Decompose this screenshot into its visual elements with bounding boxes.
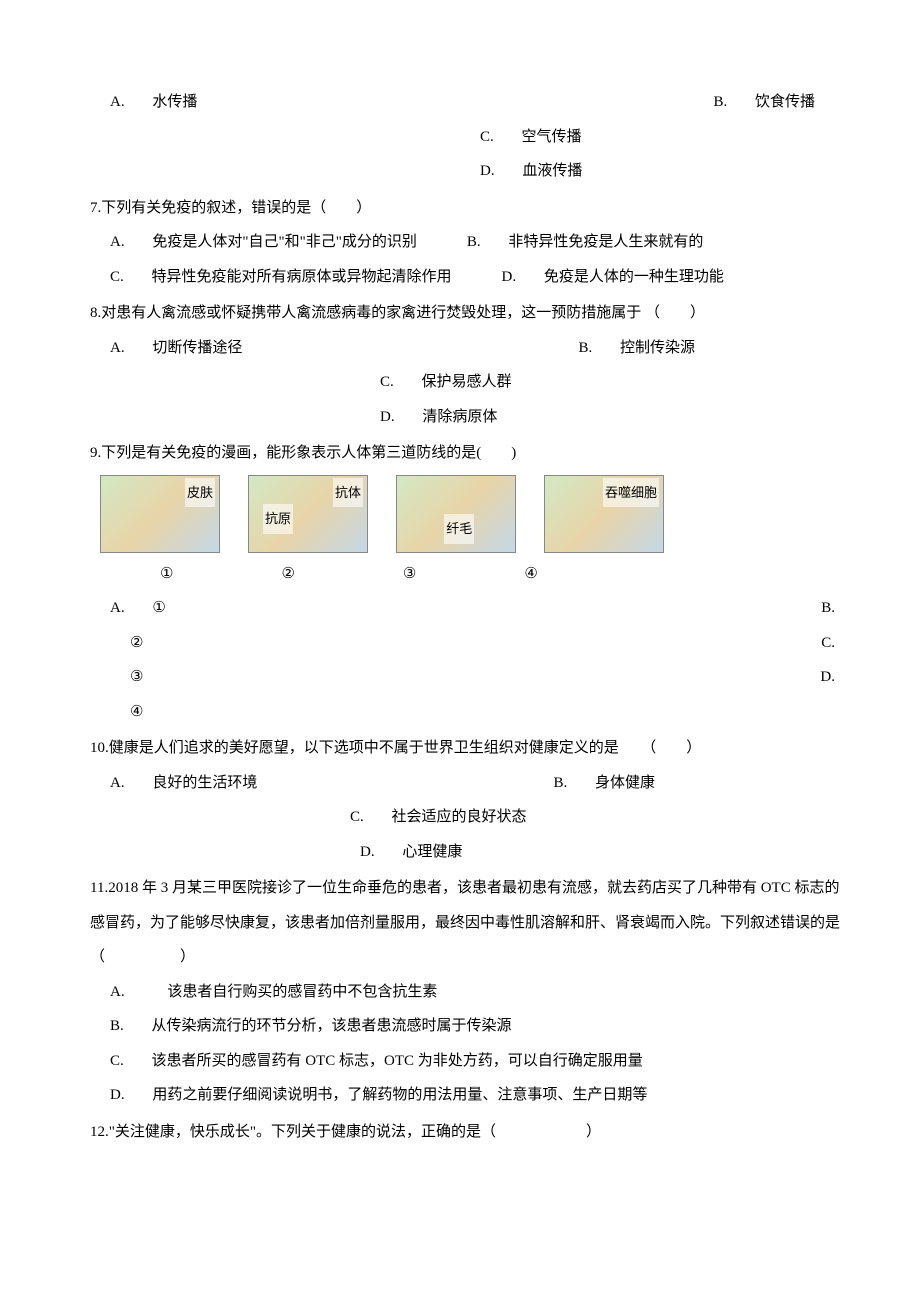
opt-text: 免疫是人体的一种生理功能 [544, 269, 724, 285]
opt-text: 饮食传播 [755, 94, 815, 110]
num-label: ③ [403, 557, 416, 592]
opt-label: C. [110, 269, 124, 285]
q10-stem: 10.健康是人们追求的美好愿望，以下选项中不属于世界卫生组织对健康定义的是 （ … [90, 731, 845, 766]
q10-opt-b[interactable]: B. 身体健康 [553, 766, 655, 801]
q9-image-1: 皮肤 [100, 475, 220, 553]
q7-row-ab: A. 免疫是人体对"自己"和"非己"成分的识别 B. 非特异性免疫是人生来就有的 [90, 225, 845, 260]
opt-label: A. [110, 984, 125, 1000]
q9-image-2: 抗体 抗原 [248, 475, 368, 553]
q9-opt-3-row: ③ D. [90, 660, 845, 695]
q8-opt-b[interactable]: B. 控制传染源 [578, 331, 695, 366]
q9-opt-d-label[interactable]: D. [820, 660, 835, 695]
q11-opt-b[interactable]: B. 从传染病流行的环节分析，该患者患流感时属于传染源 [110, 1009, 845, 1044]
q8-row-ab: A. 切断传播途径 B. 控制传染源 [90, 331, 845, 366]
opt-label: D. [110, 1087, 125, 1103]
q9-opt-a[interactable]: A. ① [110, 591, 166, 626]
opt-text: 非特异性免疫是人生来就有的 [508, 234, 703, 250]
opt-text: 身体健康 [595, 775, 655, 791]
q11-opt-c[interactable]: C. 该患者所买的感冒药有 OTC 标志，OTC 为非处方药，可以自行确定服用量 [110, 1044, 845, 1079]
q6-options-ab: A. 水传播 B. 饮食传播 [90, 85, 845, 120]
image-badge: 吞噬细胞 [603, 478, 659, 508]
image-badge: 纤毛 [444, 514, 474, 544]
opt-text: 从传染病流行的环节分析，该患者患流感时属于传染源 [152, 1018, 512, 1034]
opt-text: 控制传染源 [620, 340, 695, 356]
opt-label: B. [578, 340, 592, 356]
image-badge-2: 抗原 [263, 504, 293, 534]
q10-opt-d[interactable]: D. 心理健康 [360, 835, 845, 870]
q6-opt-a[interactable]: A. 水传播 [110, 85, 197, 120]
opt-label: D. [502, 269, 517, 285]
q6-opt-b[interactable]: B. 饮食传播 [713, 85, 815, 120]
opt-label: B. [713, 94, 727, 110]
q9-images: 皮肤 抗体 抗原 纤毛 吞噬细胞 [100, 475, 845, 553]
image-badge: 皮肤 [185, 478, 215, 508]
q10-opt-c[interactable]: C. 社会适应的良好状态 [350, 800, 845, 835]
opt-label: D. [480, 163, 495, 179]
opt-text: 该患者自行购买的感冒药中不包含抗生素 [152, 984, 437, 1000]
q11-opt-a[interactable]: A. 该患者自行购买的感冒药中不包含抗生素 [110, 975, 845, 1010]
q8-opt-d[interactable]: D. 清除病原体 [380, 400, 845, 435]
q7-opt-a[interactable]: A. 免疫是人体对"自己"和"非己"成分的识别 [110, 225, 417, 260]
opt-label: B. [110, 1018, 124, 1034]
opt-label: B. [467, 234, 481, 250]
opt-text: 该患者所买的感冒药有 OTC 标志，OTC 为非处方药，可以自行确定服用量 [152, 1053, 643, 1069]
q8-opt-c[interactable]: C. 保护易感人群 [380, 365, 845, 400]
q8-stem: 8.对患有人禽流感或怀疑携带人禽流感病毒的家禽进行焚毁处理，这一预防措施属于 （… [90, 296, 845, 331]
opt-label: C. [480, 129, 494, 145]
q10-row-ab: A. 良好的生活环境 B. 身体健康 [90, 766, 845, 801]
q9-opt-4-text: ④ [130, 704, 143, 720]
opt-text: 心理健康 [402, 844, 462, 860]
q6-opt-c[interactable]: C. 空气传播 [480, 120, 845, 155]
opt-text: 免疫是人体对"自己"和"非己"成分的识别 [152, 234, 417, 250]
opt-text: 血液传播 [522, 163, 582, 179]
opt-label: A. [110, 775, 125, 791]
opt-text: 空气传播 [522, 129, 582, 145]
q9-opt-2-row: ② C. [90, 626, 845, 661]
q9-opt-b-label[interactable]: B. [821, 591, 835, 626]
opt-label: C. [380, 374, 394, 390]
opt-label: A. [110, 340, 125, 356]
q9-opt-c-label[interactable]: C. [821, 626, 835, 661]
opt-label: A. [110, 600, 125, 616]
q11-stem: 11.2018 年 3 月某三甲医院接诊了一位生命垂危的患者，该患者最初患有流感… [90, 871, 845, 975]
opt-text: 保护易感人群 [422, 374, 512, 390]
q9-opt-3: ③ [130, 660, 143, 695]
opt-text: 用药之前要仔细阅读说明书，了解药物的用法用量、注意事项、生产日期等 [152, 1087, 647, 1103]
q7-opt-d[interactable]: D. 免疫是人体的一种生理功能 [502, 260, 724, 295]
num-label: ① [160, 557, 173, 592]
q7-row-cd: C. 特异性免疫能对所有病原体或异物起清除作用 D. 免疫是人体的一种生理功能 [90, 260, 845, 295]
q8-opt-a[interactable]: A. 切断传播途径 [110, 331, 242, 366]
opt-text: 良好的生活环境 [152, 775, 257, 791]
q9-stem: 9.下列是有关免疫的漫画，能形象表示人体第三道防线的是( ) [90, 436, 845, 471]
num-label: ④ [524, 557, 537, 592]
opt-text: 特异性免疫能对所有病原体或异物起清除作用 [152, 269, 452, 285]
q9-opt-a-row: A. ① B. [90, 591, 845, 626]
opt-label: B. [553, 775, 567, 791]
opt-label: D. [380, 409, 395, 425]
opt-label: A. [110, 234, 125, 250]
opt-text: 社会适应的良好状态 [392, 809, 527, 825]
q7-stem: 7.下列有关免疫的叙述，错误的是（ ） [90, 191, 845, 226]
q10-opt-a[interactable]: A. 良好的生活环境 [110, 766, 257, 801]
q7-opt-c[interactable]: C. 特异性免疫能对所有病原体或异物起清除作用 [110, 260, 452, 295]
q6-opt-d[interactable]: D. 血液传播 [480, 154, 845, 189]
q9-image-4: 吞噬细胞 [544, 475, 664, 553]
q9-number-labels: ① ② ③ ④ [160, 557, 845, 592]
num-label: ② [281, 557, 294, 592]
opt-text: 清除病原体 [422, 409, 497, 425]
q7-opt-b[interactable]: B. 非特异性免疫是人生来就有的 [467, 225, 704, 260]
q12-stem: 12."关注健康，快乐成长"。下列关于健康的说法，正确的是（ ） [90, 1115, 845, 1150]
opt-label: C. [350, 809, 364, 825]
opt-label: D. [360, 844, 375, 860]
q11-opt-d[interactable]: D. 用药之前要仔细阅读说明书，了解药物的用法用量、注意事项、生产日期等 [110, 1078, 845, 1113]
q9-opt-2: ② [130, 626, 143, 661]
image-badge: 抗体 [333, 478, 363, 508]
q9-opt-4: ④ [90, 695, 845, 730]
q9-image-3: 纤毛 [396, 475, 516, 553]
opt-label: C. [110, 1053, 124, 1069]
opt-label: A. [110, 94, 125, 110]
opt-text: 水传播 [152, 94, 197, 110]
opt-text: 切断传播途径 [152, 340, 242, 356]
opt-text: ① [152, 600, 165, 616]
